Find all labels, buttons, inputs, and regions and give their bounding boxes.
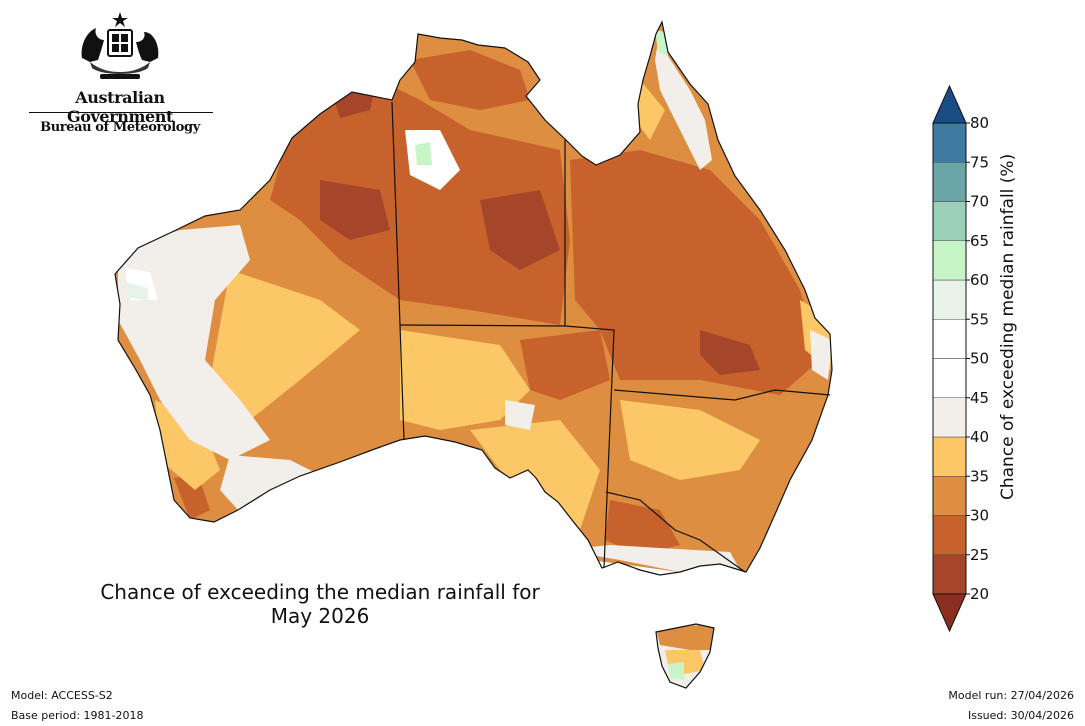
colorbar-arrow-high (932, 84, 967, 124)
colorbar-tick-label: 25 (970, 546, 989, 564)
colorbar-cell (932, 162, 967, 202)
colorbar-cell (932, 122, 967, 163)
nsw-vic-border (605, 491, 746, 573)
colorbar-tick-label: 45 (970, 389, 989, 407)
colorbar-tick-label: 75 (970, 153, 989, 171)
colorbar-cell (932, 279, 967, 320)
colorbar-arrow-low (932, 593, 967, 633)
map-title-line2: May 2026 (270, 604, 370, 628)
colorbar-tick-label: 20 (970, 585, 989, 603)
issued-date: Issued: 30/04/2026 (967, 709, 1074, 722)
colorbar-tick-label: 60 (970, 271, 989, 289)
model-run: Model run: 27/04/2026 (948, 689, 1074, 702)
colorbar-cell (932, 554, 967, 595)
colorbar-tick-label: 70 (970, 193, 989, 211)
colorbar-tick-label: 35 (970, 467, 989, 485)
colorbar-tick-label: 50 (970, 350, 989, 368)
colorbar-tick-label: 80 (970, 114, 989, 132)
map-title-line1: Chance of exceeding the median rainfall … (100, 580, 540, 604)
colorbar-cell (932, 240, 967, 281)
bom-logo: Australian Government Bureau of Meteorol… (22, 10, 218, 140)
logo-divider (29, 112, 213, 113)
colorbar-label: Chance of exceeding median rainfall (%) (998, 153, 1018, 500)
colorbar: 20 25 30 35 40 45 50 55 60 65 70 75 80 (932, 84, 989, 633)
footer-right: Model run: 27/04/2026 Issued: 30/04/2026 (948, 686, 1074, 726)
colorbar-cell (932, 515, 967, 555)
colorbar-cell (932, 319, 967, 359)
colorbar-tick-label: 65 (970, 232, 989, 250)
footer-left: Model: ACCESS-S2 Base period: 1981-2018 (11, 686, 143, 726)
colorbar-cell (932, 201, 967, 241)
colorbar-tick-label: 55 (970, 310, 989, 328)
qld-nsw-border (613, 389, 831, 401)
base-period: Base period: 1981-2018 (11, 709, 144, 722)
sa-border (399, 324, 615, 569)
mainland-fills (115, 22, 832, 575)
colorbar-cell (932, 476, 967, 516)
colorbar-cell (932, 397, 967, 438)
colorbar-tick-label: 30 (970, 507, 989, 525)
colorbar-cell (932, 436, 967, 477)
colorbar-tick-label: 40 (970, 428, 989, 446)
government-name: Australian Government (66, 88, 173, 126)
map-title: Chance of exceeding the median rainfall … (60, 580, 580, 628)
state-borders (391, 101, 831, 573)
colorbar-cell (932, 358, 967, 398)
agency-name: Bureau of Meteorology (40, 120, 200, 135)
model-name: Model: ACCESS-S2 (11, 689, 113, 702)
coat-of-arms-icon (81, 12, 159, 79)
